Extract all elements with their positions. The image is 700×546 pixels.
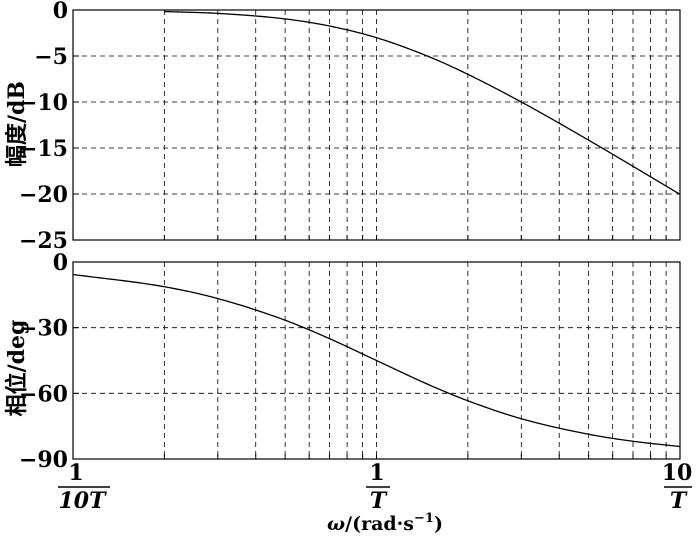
magnitude-tick-marks: [73, 9, 667, 241]
magnitude-y-tick-label: −5: [34, 44, 68, 70]
magnitude-y-tick-label: −15: [19, 136, 68, 162]
magnitude-y-tick-label: −20: [19, 182, 68, 208]
phase-y-tick-label: −60: [19, 381, 68, 407]
x-tick-numerator: 10: [662, 460, 693, 486]
phase-y-tick-label: −30: [19, 316, 68, 342]
magnitude-y-tick-label: −25: [19, 228, 68, 254]
x-tick-labels: 1 10T 1 T 10 T: [58, 460, 692, 514]
x-axis-label: ω/(rad·s−1): [327, 511, 443, 535]
phase-y-tick-label: −90: [19, 447, 68, 473]
magnitude-axis-label: 幅度/dB: [4, 81, 30, 167]
phase-axis-label: 相位/deg: [4, 320, 30, 417]
x-tick-denominator: T: [670, 488, 688, 514]
x-axis-label-unit: /(rad·s: [345, 513, 414, 535]
x-tick-numerator: 1: [369, 460, 384, 486]
x-axis-label-exponent: −1: [414, 511, 434, 526]
phase-grid: [73, 262, 680, 459]
x-axis-label-close: ): [434, 513, 443, 535]
magnitude-grid: [73, 10, 680, 240]
phase-curve: [72, 273, 681, 448]
x-axis-label-symbol: ω: [327, 513, 345, 535]
phase-y-tick-label: 0: [53, 250, 68, 276]
x-tick-label-one: 1 T: [366, 460, 390, 514]
x-tick-denominator: 10T: [59, 488, 108, 514]
magnitude-panel: 0 −5 −10 −15 −20 −25 幅度/dB: [4, 0, 681, 254]
phase-panel: 0 −30 −60 −90 相位/deg: [4, 250, 681, 473]
x-tick-label-tenth: 1 10T: [58, 460, 110, 514]
phase-tick-marks: [73, 261, 667, 460]
x-tick-denominator: T: [370, 488, 388, 514]
magnitude-curve: [164, 10, 681, 195]
magnitude-y-tick-labels: 0 −5 −10 −15 −20 −25: [19, 0, 68, 254]
magnitude-y-tick-label: 0: [53, 0, 68, 24]
x-tick-numerator: 1: [68, 460, 83, 486]
magnitude-axes-frame: [72, 9, 681, 241]
phase-y-tick-labels: 0 −30 −60 −90: [19, 250, 68, 473]
x-tick-label-ten: 10 T: [662, 460, 693, 514]
magnitude-y-tick-label: −10: [19, 90, 68, 116]
